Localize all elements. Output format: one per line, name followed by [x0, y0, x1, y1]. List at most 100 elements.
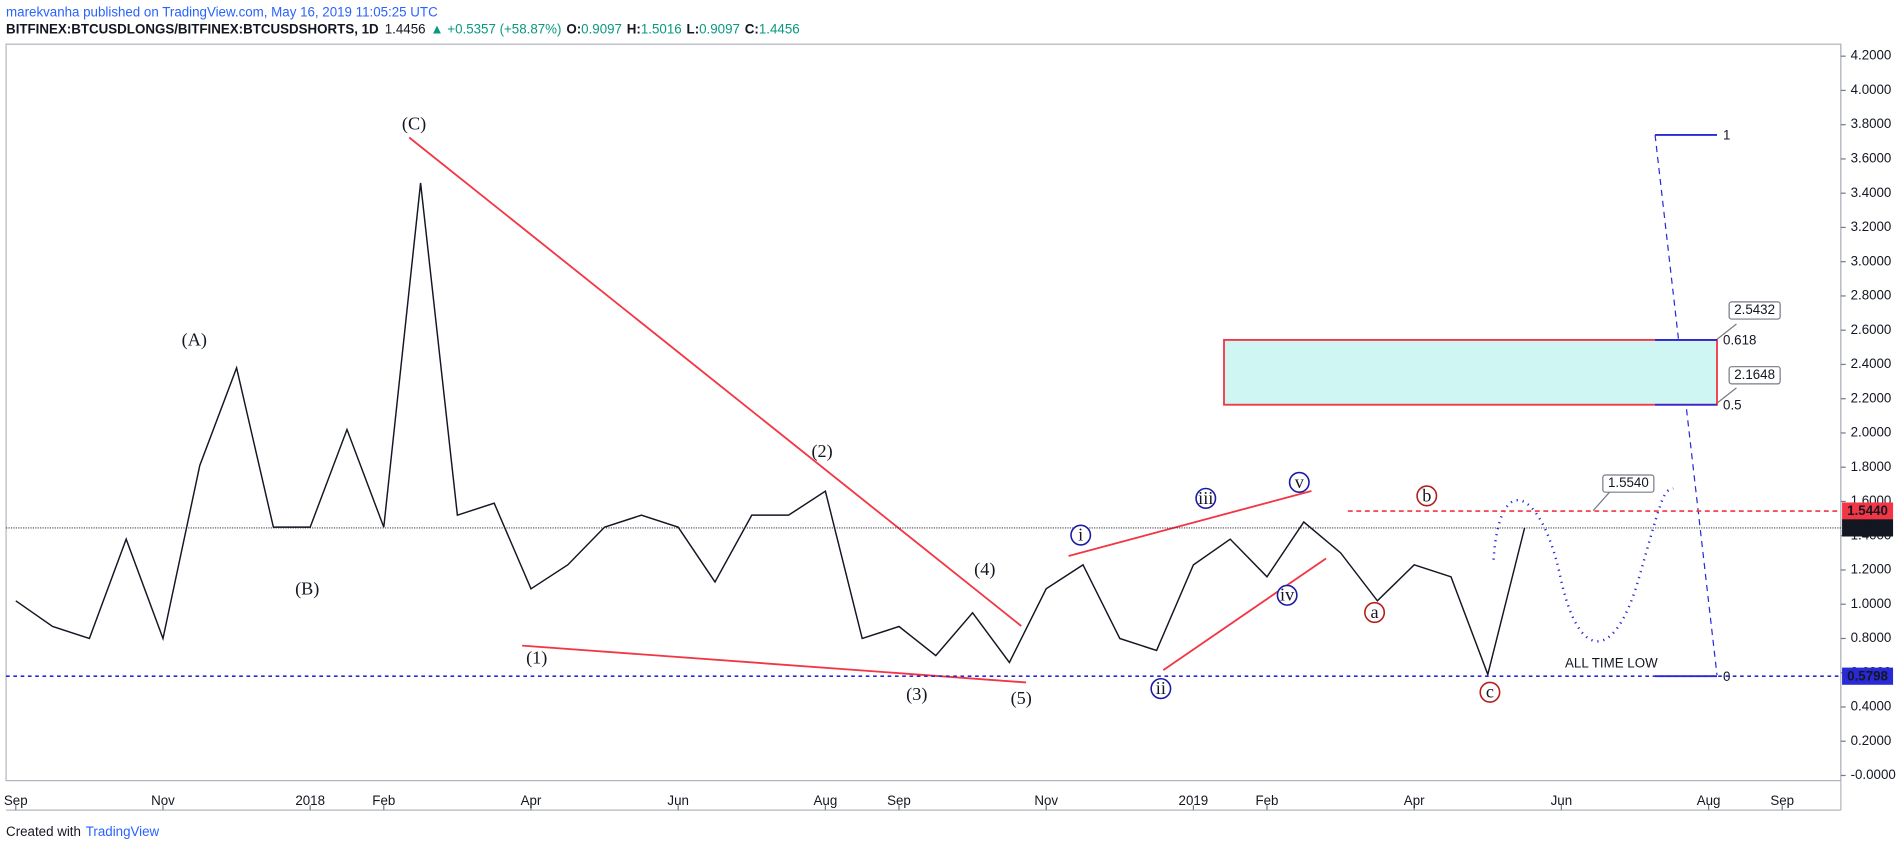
y-tick-label: 2.2000: [1851, 390, 1892, 405]
projection: [1492, 487, 1674, 643]
fib-ratio: 1: [1723, 128, 1730, 143]
y-tick-label: 3.2000: [1851, 219, 1892, 234]
wave-circle: [1364, 601, 1386, 624]
callout-box: [1728, 366, 1781, 385]
wave-label: i: [1078, 525, 1083, 545]
wave-label: a: [1371, 602, 1379, 622]
wave-label: (B): [295, 579, 319, 600]
x-tick-label: Jun: [667, 793, 689, 808]
h-label: H:: [627, 21, 641, 36]
l-label: L:: [687, 21, 700, 36]
wave-circle: [1276, 584, 1298, 606]
o-label: O:: [566, 21, 581, 36]
price-tag: [1842, 519, 1894, 537]
annotation: ALL TIME LOW: [1565, 656, 1658, 671]
footer-created: Created with: [6, 824, 81, 839]
wave-circle: [1150, 677, 1172, 700]
callout: 1.5540: [1608, 475, 1649, 490]
open: 0.9097: [581, 21, 622, 36]
x-tick-label: Aug: [814, 793, 838, 808]
y-tick-label: 0.4000: [1851, 698, 1892, 713]
x-tick-label: Sep: [1770, 793, 1794, 808]
x-tick-label: Feb: [372, 793, 395, 808]
x-tick-label: Sep: [887, 793, 911, 808]
callout-box: [1602, 474, 1655, 493]
y-tick-label: -0.0000: [1851, 767, 1896, 782]
x-tick-label: Feb: [1256, 793, 1279, 808]
symbol-line: BITFINEX:BTCUSDLONGS/BITFINEX:BTCUSDSHOR…: [6, 21, 800, 36]
trendline: [1068, 490, 1312, 557]
wave-label: iii: [1198, 488, 1213, 508]
y-tick-label: 0.2000: [1851, 733, 1892, 748]
low: 0.9097: [699, 21, 740, 36]
y-tick-label: 4.0000: [1851, 82, 1892, 97]
y-tick-label: 0.8000: [1851, 630, 1892, 645]
y-tick-label: 2.8000: [1851, 287, 1892, 302]
trendline: [408, 136, 1022, 627]
wave-circle: [1070, 524, 1092, 546]
wave-label: (2): [811, 441, 832, 462]
x-tick-label: 2019: [1179, 793, 1209, 808]
y-tick-label: 4.2000: [1851, 48, 1892, 63]
wave-circle: [1288, 471, 1310, 493]
wave-label: (C): [402, 113, 426, 134]
x-tick-label: Sep: [4, 793, 28, 808]
callout-pointer: [1714, 387, 1737, 406]
price-tag: [1842, 502, 1894, 520]
x-tick-label: 2018: [295, 793, 325, 808]
x-tick-label: Apr: [1404, 793, 1425, 808]
fib-trend: [1654, 134, 1718, 676]
wave-label: (3): [906, 684, 927, 705]
price-series: [15, 182, 1526, 677]
x-tick-label: Jun: [1551, 793, 1573, 808]
wave-circle: [1195, 487, 1217, 509]
fib-ratio: 0.5: [1723, 397, 1742, 412]
y-tick-label: 3.8000: [1851, 116, 1892, 131]
y-tick-label: 1.8000: [1851, 459, 1892, 474]
wave-label: v: [1295, 472, 1305, 492]
y-tick-label: 3.6000: [1851, 150, 1892, 165]
y-tick-label: 2.0000: [1851, 424, 1892, 439]
high: 1.5016: [641, 21, 682, 36]
x-tick-label: Nov: [1034, 793, 1058, 808]
wave-label: ii: [1156, 678, 1166, 698]
x-tick-label: Aug: [1697, 793, 1721, 808]
wave-circle: [1416, 485, 1438, 507]
drawings: [408, 134, 1737, 684]
author: marekvanha published on TradingView.com,…: [6, 4, 438, 19]
wave-label: (5): [1011, 688, 1032, 709]
wave-label: (4): [974, 559, 995, 580]
price-tag: [1842, 667, 1894, 685]
y-tick-label: 2.6000: [1851, 322, 1892, 337]
y-tick-label: 1.2000: [1851, 561, 1892, 576]
callout-pointer: [1714, 323, 1737, 342]
wave-label: (1): [526, 647, 547, 668]
symbol: BITFINEX:BTCUSDLONGS/BITFINEX:BTCUSDSHOR…: [6, 21, 379, 36]
price-tag-label: 1.5440: [1847, 503, 1888, 518]
fib-ratio: 0.618: [1723, 333, 1756, 348]
wave-label: c: [1486, 682, 1494, 702]
close: 1.4456: [759, 21, 800, 36]
wave-label: iv: [1280, 585, 1295, 605]
wave-label: (A): [182, 329, 207, 350]
callout: 2.5432: [1734, 302, 1775, 317]
footer-brand[interactable]: TradingView: [86, 824, 160, 839]
wave-label: b: [1422, 485, 1431, 505]
last: 1.4456: [385, 21, 426, 36]
change: ▲ +0.5357 (+58.87%): [430, 21, 561, 36]
c-label: C:: [745, 21, 759, 36]
y-tick-label: 2.4000: [1851, 356, 1892, 371]
y-tick-label: 3.0000: [1851, 253, 1892, 268]
wave-circle: [1479, 681, 1501, 703]
callout-box: [1728, 301, 1781, 320]
price-tag-label: 0.5798: [1847, 668, 1888, 683]
fib-zone: [1223, 339, 1718, 406]
trendline: [1162, 557, 1327, 671]
footer-text: Created with TradingView: [6, 824, 159, 839]
chart-title: marekvanha published on TradingView.com,…: [6, 4, 438, 19]
x-tick-label: Nov: [151, 793, 175, 808]
callout: 2.1648: [1734, 367, 1775, 382]
x-tick-label: Apr: [521, 793, 542, 808]
